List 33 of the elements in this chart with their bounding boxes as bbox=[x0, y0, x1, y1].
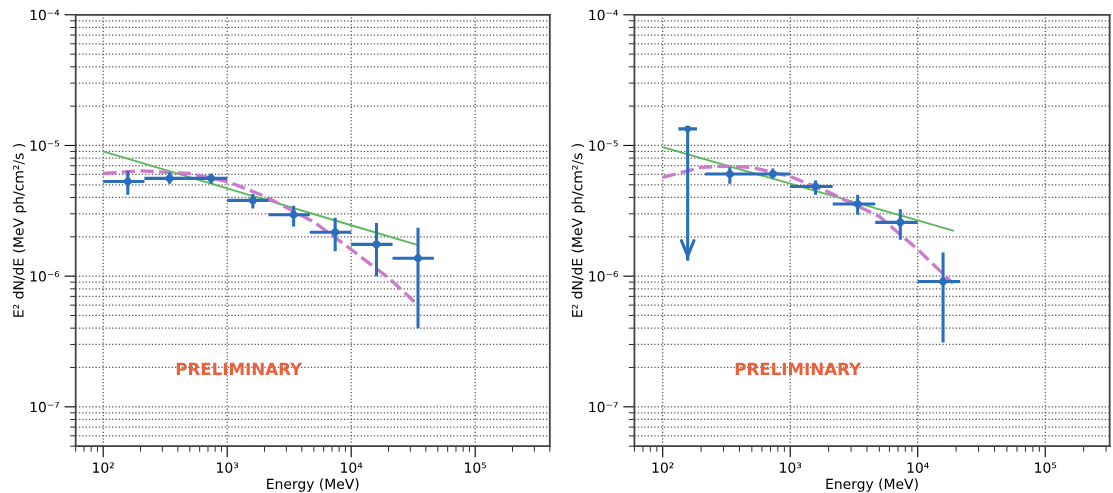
y-tick-label: 10⁻⁶ bbox=[30, 271, 60, 282]
y-tick-label: 10⁻⁷ bbox=[589, 401, 618, 413]
annotation: PRELIMINARY bbox=[735, 362, 862, 375]
point bbox=[939, 277, 948, 286]
point bbox=[414, 254, 422, 263]
point bbox=[853, 199, 862, 208]
x-tick-label: 10² bbox=[652, 462, 674, 473]
y-tick-label: 10⁻⁵ bbox=[589, 140, 618, 151]
y-tick-label: 10⁻⁴ bbox=[589, 9, 618, 21]
point bbox=[331, 228, 340, 237]
point bbox=[811, 182, 820, 191]
x-tick-label: 10³ bbox=[217, 462, 239, 473]
x-tick-label: 10³ bbox=[780, 462, 802, 473]
x-tick-label: 10⁴ bbox=[907, 462, 929, 473]
y-tick-label: 10⁻⁶ bbox=[589, 271, 618, 282]
point bbox=[725, 170, 734, 178]
annotation: PRELIMINARY bbox=[176, 362, 303, 375]
x-tick-label: 10⁵ bbox=[465, 462, 487, 473]
x-tick-label: 10⁵ bbox=[1035, 462, 1057, 473]
x-axis-title: Energy (MeV) bbox=[826, 478, 918, 492]
point bbox=[248, 196, 257, 205]
y-tick-label: 10⁻⁷ bbox=[30, 401, 60, 413]
x-axis-title: Energy (MeV) bbox=[267, 478, 359, 492]
point bbox=[372, 240, 381, 249]
x-tick-label: 10² bbox=[93, 462, 114, 473]
y-tick-label: 10⁻⁴ bbox=[30, 9, 60, 21]
y-axis-title: E² dN/dE (MeV ph/cm²/s ) bbox=[571, 144, 586, 317]
point bbox=[896, 218, 905, 227]
y-axis-title: E² dN/dE (MeV ph/cm²/s ) bbox=[12, 144, 27, 317]
point bbox=[289, 210, 298, 219]
point bbox=[123, 177, 132, 186]
y-tick-label: 10⁻⁵ bbox=[30, 140, 60, 151]
x-tick-label: 10⁴ bbox=[341, 462, 363, 473]
